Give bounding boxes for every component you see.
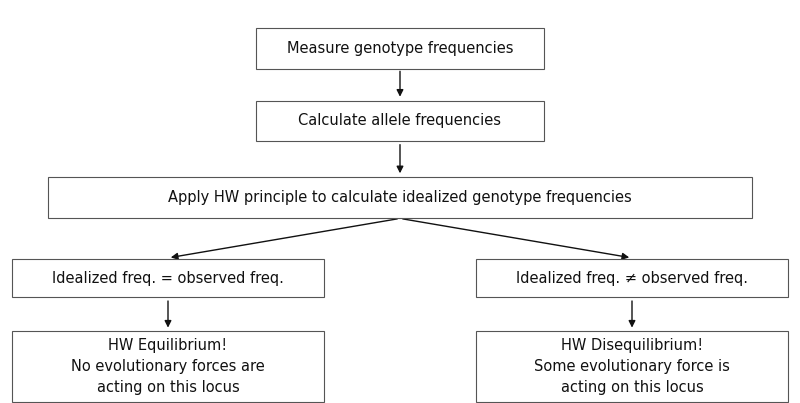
Text: Idealized freq. = observed freq.: Idealized freq. = observed freq. [52, 270, 284, 286]
FancyBboxPatch shape [256, 28, 544, 69]
Text: HW Disequilibrium!
Some evolutionary force is
acting on this locus: HW Disequilibrium! Some evolutionary for… [534, 338, 730, 395]
Text: Measure genotype frequencies: Measure genotype frequencies [286, 41, 514, 56]
FancyBboxPatch shape [476, 331, 788, 402]
FancyBboxPatch shape [48, 177, 752, 218]
FancyBboxPatch shape [256, 101, 544, 141]
FancyBboxPatch shape [12, 331, 324, 402]
Text: Calculate allele frequencies: Calculate allele frequencies [298, 113, 502, 129]
FancyBboxPatch shape [12, 259, 324, 297]
Text: Apply HW principle to calculate idealized genotype frequencies: Apply HW principle to calculate idealize… [168, 190, 632, 205]
Text: HW Equilibrium!
No evolutionary forces are
acting on this locus: HW Equilibrium! No evolutionary forces a… [71, 338, 265, 395]
Text: Idealized freq. ≠ observed freq.: Idealized freq. ≠ observed freq. [516, 270, 748, 286]
FancyBboxPatch shape [476, 259, 788, 297]
